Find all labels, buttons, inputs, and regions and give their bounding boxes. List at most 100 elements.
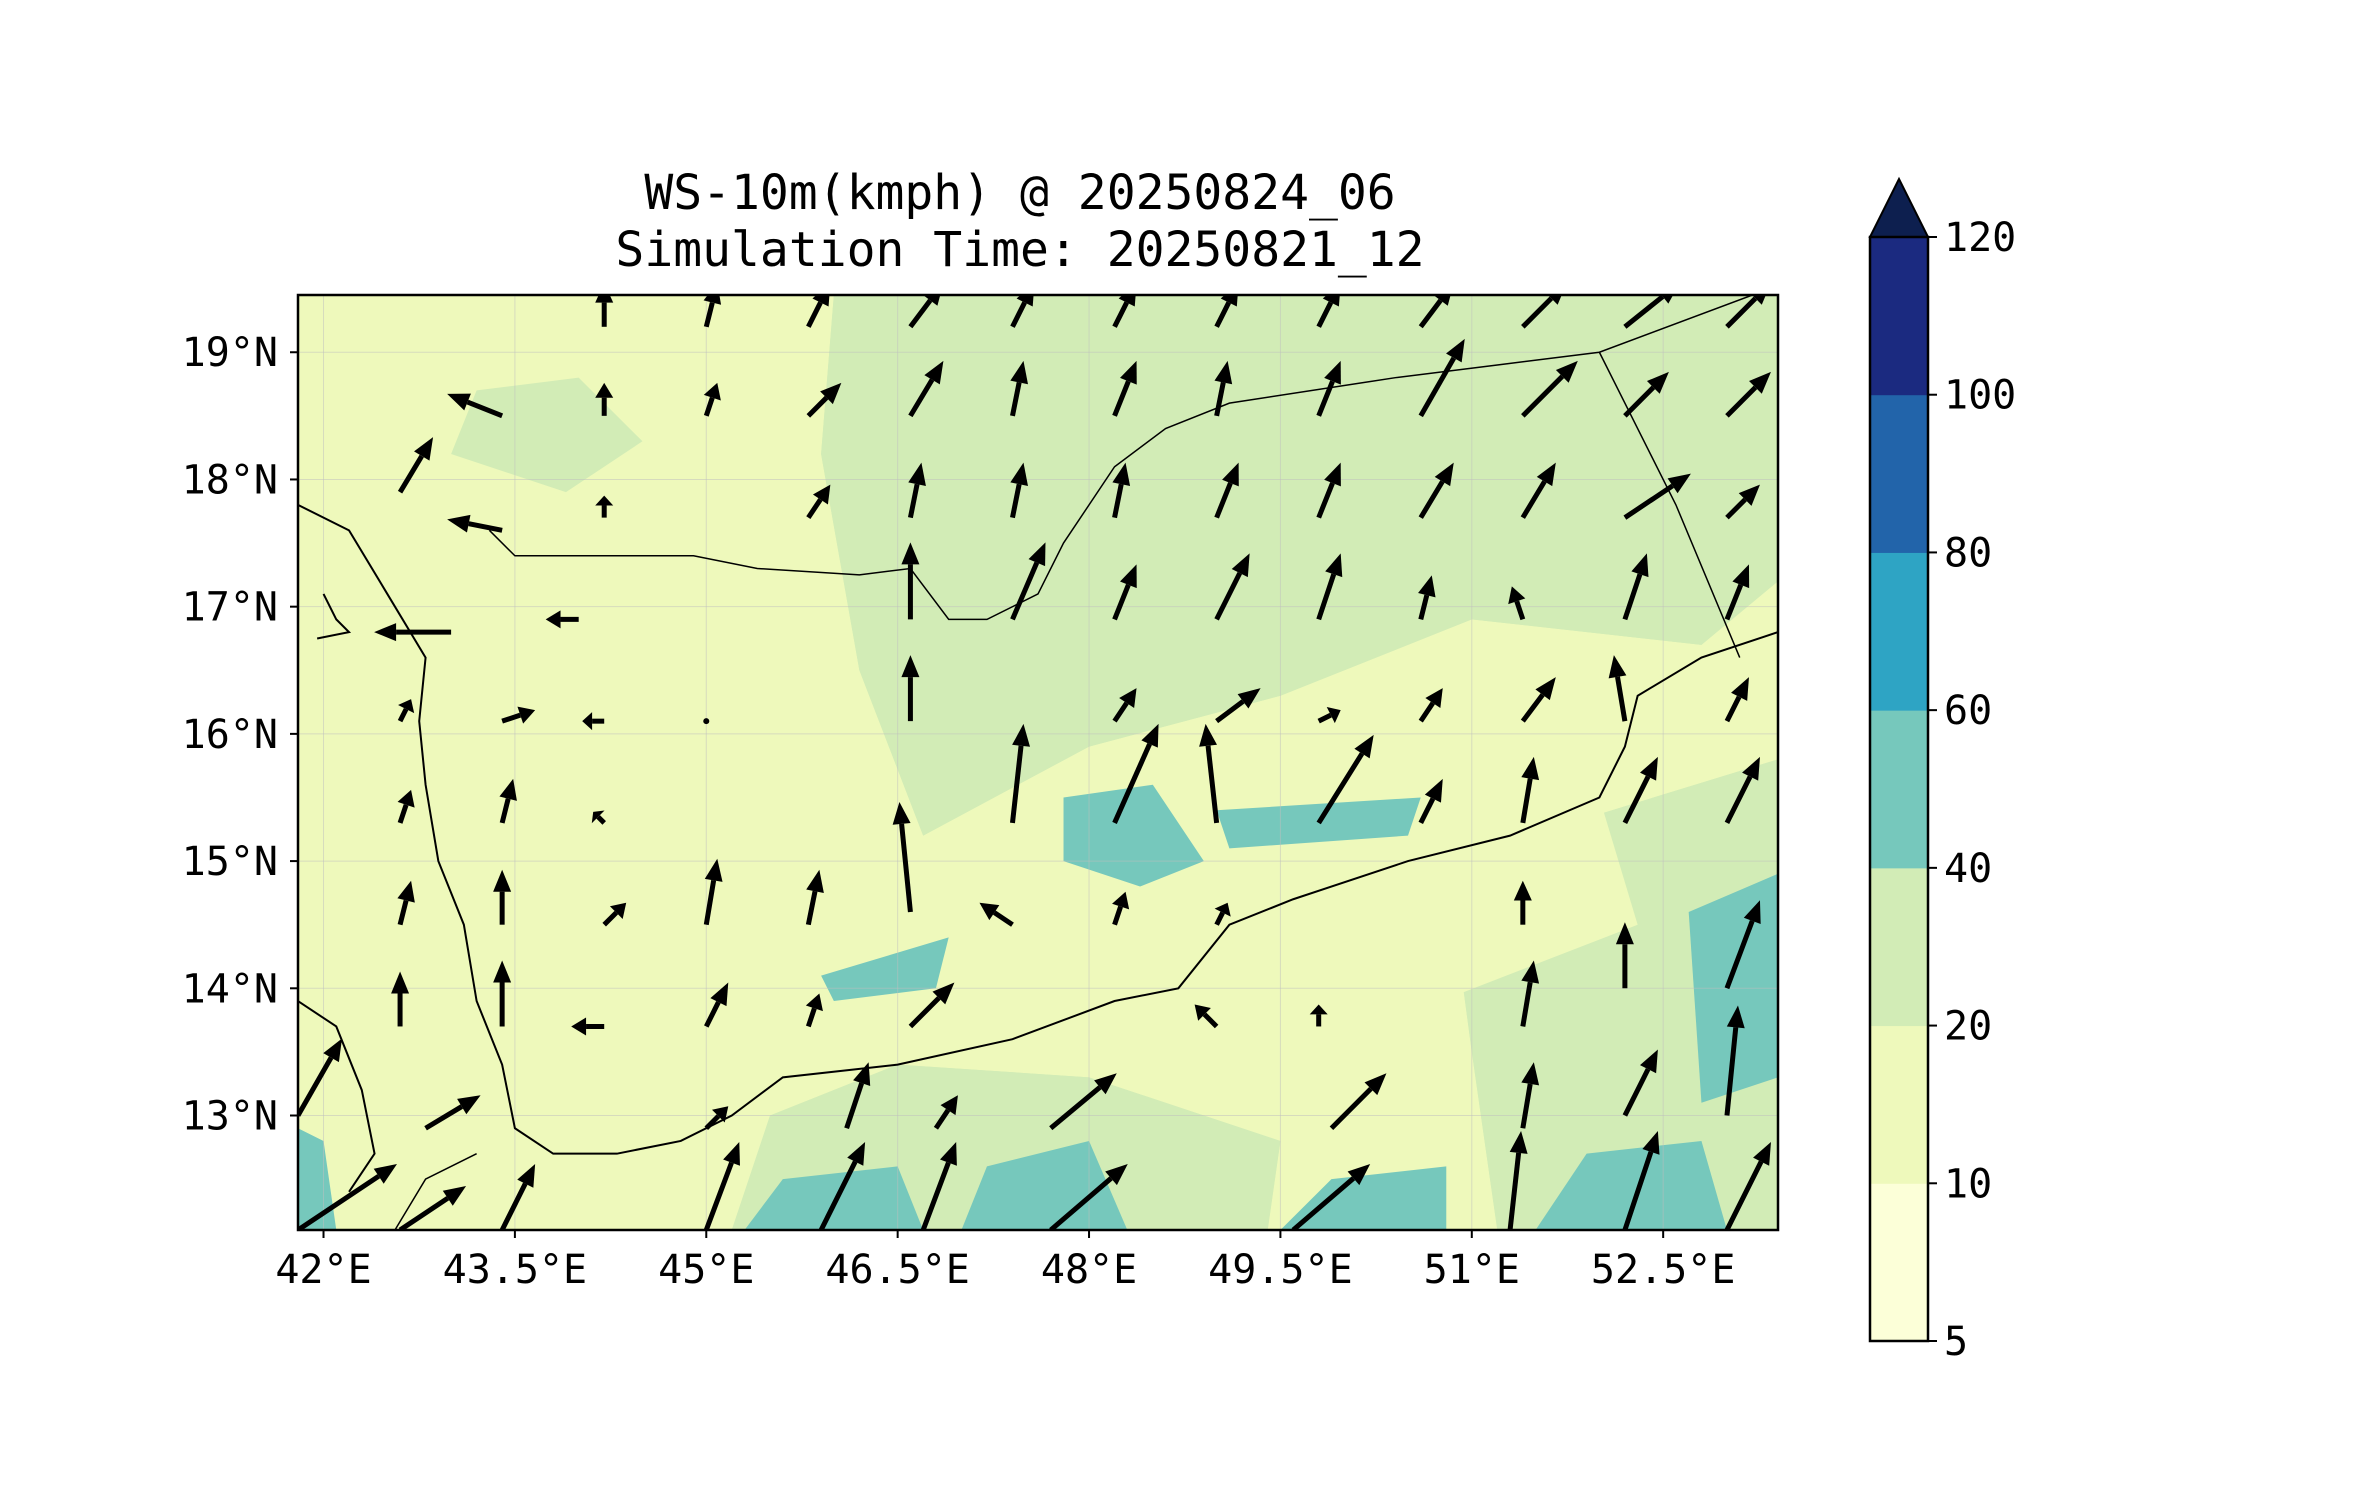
colorbar-segment [1870, 552, 1928, 711]
colorbar-tick-label: 40 [1944, 846, 1992, 892]
wind-arrow [908, 360, 944, 418]
wind-arrow [571, 1017, 605, 1036]
coastline [298, 504, 1778, 1155]
contour-fill-20-40 [821, 295, 1778, 836]
wind-arrow [1329, 1073, 1387, 1130]
lon-tick-label: 49.5°E [1208, 1247, 1353, 1293]
wind-vectors [298, 295, 1771, 1230]
wind-arrow [397, 880, 415, 926]
wind-arrow [1112, 564, 1137, 621]
wind-arrow [1724, 756, 1760, 825]
figure-subtitle: Simulation Time: 20250821_12 [615, 222, 1425, 278]
wind-arrow [1418, 295, 1451, 329]
wind-arrow [1049, 1073, 1117, 1131]
wind-arrow [591, 810, 606, 825]
colorbar-tick-label: 5 [1944, 1319, 1968, 1365]
wind-arrow [391, 971, 410, 1027]
lon-tick-label: 46.5°E [825, 1247, 970, 1293]
gridlines [298, 295, 1778, 1230]
map-frame [296, 293, 1780, 1232]
wind-arrow [398, 1186, 467, 1230]
wind-arrow [1520, 1062, 1540, 1129]
wind-arrow [374, 623, 452, 642]
colorbar: 5 10 20 40 60 80 100 120 [1868, 176, 2016, 1365]
wind-arrow [1418, 462, 1454, 519]
contour-fill-40-60 [961, 1140, 1128, 1230]
wind-arrow [545, 610, 579, 629]
wind-arrow [499, 1164, 536, 1230]
coastline [316, 593, 352, 640]
lat-tick-label: 18°N [182, 457, 278, 503]
wind-arrow [1049, 1164, 1128, 1230]
wind-arrow [1724, 1142, 1771, 1230]
lon-tick-label: 51°E [1424, 1247, 1520, 1293]
contour-fill-40-60 [1280, 1166, 1447, 1230]
wind-arrow [818, 1142, 866, 1230]
wind-arrow [1316, 295, 1340, 328]
country-border [488, 295, 1753, 621]
wind-arrow [1215, 688, 1261, 724]
wind-arrow [493, 869, 512, 925]
colorbar-segment [1870, 867, 1928, 1027]
country-border [1598, 351, 1741, 658]
wind-arrow [1622, 1049, 1658, 1117]
wind-arrow [397, 789, 415, 824]
wind-arrow [1521, 360, 1578, 418]
coastlines [298, 295, 1778, 1230]
wind-arrow [908, 982, 955, 1029]
wind-arrow [1623, 371, 1669, 418]
wind-arrow [907, 462, 926, 519]
colorbar-tick-label: 120 [1944, 215, 2016, 261]
wind-arrow [1418, 338, 1465, 418]
wind-arrow [1622, 553, 1649, 621]
lat-tick-label: 16°N [182, 712, 278, 758]
wind-arrow [1521, 295, 1562, 329]
lat-tick-label: 19°N [182, 330, 278, 376]
wind-arrow [1622, 756, 1658, 825]
wind-arrow [499, 778, 517, 824]
wind-arrow [1112, 295, 1136, 328]
wind-arrow [1724, 1005, 1745, 1116]
colorbar-tick-label: 60 [1944, 688, 1992, 734]
wind-arrow [1418, 575, 1436, 620]
wind-arrow [1194, 1004, 1219, 1029]
wind-arrow [1623, 295, 1674, 329]
wind-arrow [1009, 723, 1030, 824]
wind-arrow [1520, 677, 1556, 723]
colorbar-segment [1870, 1025, 1928, 1184]
wind-arrow [1010, 462, 1028, 519]
wind-arrow [1418, 778, 1443, 825]
contour-fill-40-60 [1535, 1140, 1727, 1230]
wind-arrow [397, 437, 434, 494]
lat-tick-label: 17°N [182, 585, 278, 631]
wind-arrow [908, 295, 941, 329]
wind-arrow [1615, 922, 1634, 989]
colorbar-segment [1870, 237, 1928, 396]
colorbar-segment [1870, 1183, 1928, 1342]
colorbar-tick-label: 20 [1944, 1004, 1992, 1050]
wind-speed-contours [298, 295, 1778, 1230]
wind-arrow [1112, 688, 1137, 723]
wind-arrow [298, 1038, 342, 1117]
latitude-ticks: 19°N 18°N 17°N 16°N 15°N 14°N 13°N [182, 330, 298, 1140]
plot-area [298, 295, 1778, 1230]
wind-arrow [1199, 723, 1220, 824]
colorbar-tick-label: 80 [1944, 530, 1992, 576]
wind-arrow [901, 542, 920, 620]
contour-fill-10-20 [1191, 797, 1638, 1014]
wind-arrow [1418, 688, 1443, 723]
wind-arrow [703, 1142, 740, 1230]
wind-arrow [1316, 553, 1343, 621]
wind-arrow [397, 699, 415, 723]
wind-arrow [1112, 462, 1131, 519]
wind-arrow [595, 382, 614, 416]
wind-arrow [1316, 462, 1341, 519]
colorbar-extend-arrow [1868, 176, 1930, 238]
wind-arrow [703, 718, 710, 725]
wind-arrow [1214, 462, 1239, 519]
lon-tick-label: 48°E [1041, 1247, 1137, 1293]
wind-arrow [298, 1164, 397, 1230]
wind-arrow [1316, 360, 1341, 417]
